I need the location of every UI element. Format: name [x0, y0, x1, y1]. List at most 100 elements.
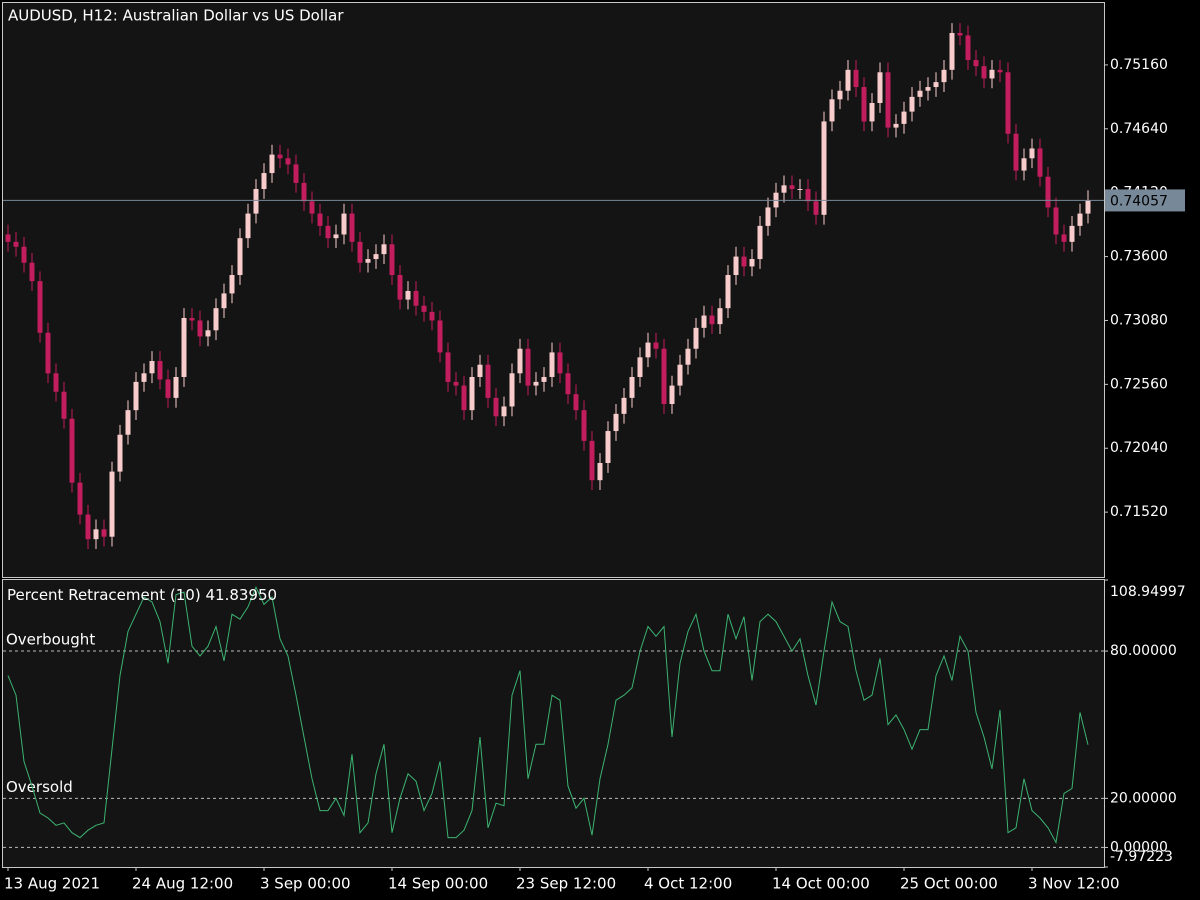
candle-body	[309, 201, 315, 214]
candle-body	[453, 381, 459, 386]
candle-body	[141, 373, 147, 382]
y-tick-label: 20.00000	[1110, 790, 1177, 806]
candle-body	[1005, 72, 1011, 134]
candle-body	[349, 213, 355, 242]
candle-body	[301, 182, 307, 202]
candle-body	[165, 379, 171, 398]
candle-body	[477, 364, 483, 377]
candle-body	[637, 357, 643, 377]
candle-body	[205, 330, 211, 337]
candle-body	[573, 394, 579, 411]
candle-body	[1061, 234, 1067, 242]
candle-body	[509, 373, 515, 407]
candle-body	[421, 305, 427, 312]
candle-body	[645, 342, 651, 358]
candle-body	[365, 259, 371, 263]
candle-body	[789, 185, 795, 190]
candle-body	[493, 397, 499, 417]
x-tick-label: 23 Sep 12:00	[516, 875, 616, 893]
candle-body	[413, 290, 419, 306]
candle-body	[877, 72, 883, 104]
candle-body	[157, 361, 163, 380]
y-tick-label: 0.74640	[1110, 121, 1168, 137]
candle-body	[149, 361, 155, 374]
level-label: Overbought	[6, 631, 95, 649]
candle-body	[685, 348, 691, 365]
x-tick-label: 24 Aug 12:00	[132, 875, 233, 893]
y-tick-label: 0.00000	[1110, 839, 1168, 855]
candle-body	[909, 96, 915, 112]
candle-body	[317, 213, 323, 226]
candle-body	[53, 373, 59, 392]
candle-body	[813, 201, 819, 215]
candle-body	[181, 318, 187, 377]
candle-body	[629, 376, 635, 398]
candle-body	[13, 241, 19, 247]
candle-body	[693, 327, 699, 349]
layer: 0.751600.746400.741200.736000.730800.725…	[3, 23, 1186, 893]
candle-body	[733, 256, 739, 276]
candle-body	[173, 376, 179, 398]
candle-body	[133, 381, 139, 411]
candle-body	[533, 381, 539, 386]
candle-body	[29, 262, 35, 282]
y-tick-label: 0.73080	[1110, 312, 1168, 328]
candle-body	[213, 308, 219, 331]
current-price-box	[1105, 189, 1185, 212]
y-tick-label: 0.75160	[1110, 57, 1168, 73]
candle-body	[461, 385, 467, 411]
candle-body	[869, 103, 875, 122]
x-tick-label: 3 Sep 00:00	[260, 875, 351, 893]
indicator-last-value: 41.83950	[205, 586, 277, 604]
candle-body	[285, 158, 291, 165]
candle-body	[605, 431, 611, 463]
candle-body	[5, 234, 11, 242]
candle-body	[1029, 148, 1035, 159]
candle-body	[61, 391, 67, 419]
candle-body	[653, 342, 659, 349]
y-tick-label: 80.00000	[1110, 643, 1177, 659]
candle-body	[597, 462, 603, 481]
candle-body	[69, 418, 75, 483]
candle-body	[485, 364, 491, 398]
candle-body	[197, 320, 203, 337]
candle-body	[1021, 158, 1027, 171]
candle-body	[253, 189, 259, 214]
candle-body	[1077, 213, 1083, 226]
candle-body	[965, 35, 971, 61]
candle-body	[1085, 200, 1091, 214]
candle-body	[261, 173, 267, 190]
x-tick-label: 14 Oct 00:00	[772, 875, 870, 893]
candle-body	[389, 244, 395, 276]
y-tick-label: -7.97223	[1110, 849, 1173, 865]
candle-body	[85, 514, 91, 540]
candle-body	[613, 413, 619, 432]
candle-body	[77, 482, 83, 515]
candle-body	[621, 397, 627, 414]
candle-body	[541, 376, 547, 382]
candle-body	[893, 123, 899, 128]
candle-body	[1037, 148, 1043, 177]
candle-body	[677, 364, 683, 386]
candle-body	[741, 256, 747, 267]
candle-body	[973, 60, 979, 67]
candle-body	[341, 213, 347, 235]
candle-body	[45, 332, 51, 374]
level-label: Oversold	[6, 778, 73, 796]
candle-body	[701, 315, 707, 328]
candle-body	[997, 69, 1003, 73]
candle-body	[917, 90, 923, 97]
price-pane	[2, 2, 1105, 578]
x-tick-label: 25 Oct 00:00	[900, 875, 998, 893]
chart-title: AUDUSD, H12: Australian Dollar vs US Dol…	[8, 7, 344, 25]
candle-body	[381, 244, 387, 255]
candle-body	[221, 293, 227, 309]
candle-body	[933, 82, 939, 88]
y-tick-label: 0.71520	[1110, 504, 1168, 520]
candle-body	[469, 376, 475, 411]
candle-body	[949, 32, 955, 70]
x-tick-label: 3 Nov 12:00	[1028, 875, 1120, 893]
candle-body	[21, 246, 27, 263]
y-tick-label: 108.94997	[1110, 584, 1186, 600]
